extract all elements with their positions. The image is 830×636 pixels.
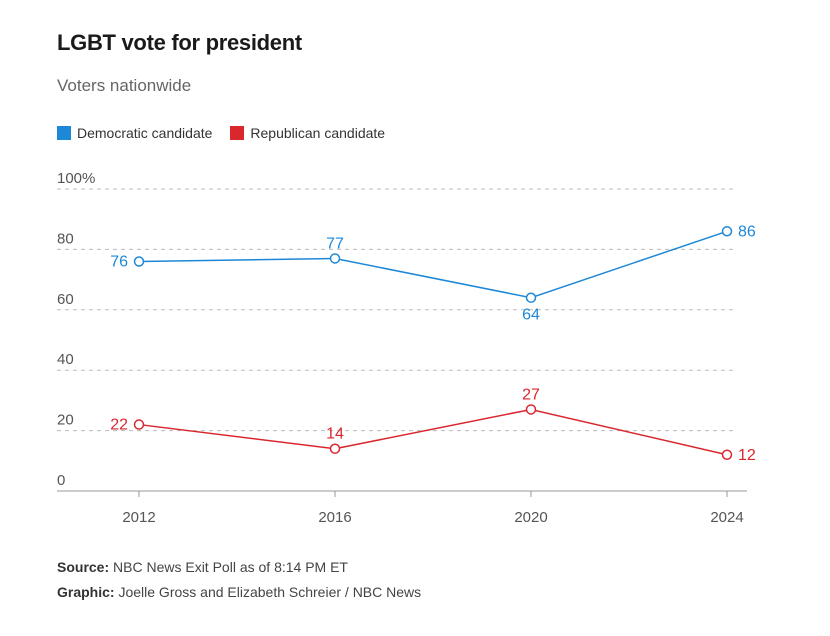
- data-label-republican: 12: [738, 447, 756, 464]
- source-text: NBC News Exit Poll as of 8:14 PM ET: [109, 559, 348, 575]
- x-tick-label: 2024: [710, 509, 743, 526]
- series-line-democratic: [138, 230, 728, 299]
- y-tick-label: 0: [57, 472, 65, 489]
- data-label-republican: 22: [110, 417, 128, 434]
- series-line-republican: [138, 408, 728, 456]
- data-point-democratic: [721, 226, 733, 237]
- legend-label-republican: Republican candidate: [250, 125, 386, 141]
- y-tick-label: 100%: [57, 170, 95, 187]
- x-tick-label: 2012: [122, 509, 155, 526]
- y-tick-label: 40: [57, 351, 74, 368]
- legend: Democratic candidate Republican candidat…: [57, 125, 385, 141]
- data-point-democratic: [133, 256, 145, 267]
- data-label-democratic: 76: [110, 253, 128, 270]
- legend-swatch-republican: [230, 126, 245, 140]
- legend-item-republican: Republican candidate: [230, 125, 385, 141]
- source-line: Source: NBC News Exit Poll as of 8:14 PM…: [57, 555, 421, 580]
- data-point-democratic: [329, 253, 341, 264]
- legend-label-democratic: Democratic candidate: [77, 125, 213, 141]
- footer: Source: NBC News Exit Poll as of 8:14 PM…: [57, 555, 421, 605]
- x-tick-label: 2016: [318, 509, 351, 526]
- data-label-democratic: 77: [326, 235, 344, 252]
- data-point-democratic: [525, 292, 537, 303]
- data-point-republican: [329, 443, 341, 454]
- data-point-republican: [133, 419, 145, 430]
- data-label-democratic: 86: [738, 223, 756, 240]
- x-tick-label: 2020: [514, 509, 547, 526]
- data-point-republican: [525, 404, 537, 415]
- graphic-line: Graphic: Joelle Gross and Elizabeth Schr…: [57, 580, 421, 605]
- source-label: Source:: [57, 559, 110, 575]
- legend-item-democratic: Democratic candidate: [57, 125, 212, 141]
- data-label-republican: 27: [522, 386, 540, 403]
- y-tick-label: 60: [57, 291, 74, 308]
- y-tick-label: 80: [57, 230, 74, 247]
- graphic-text: Joelle Gross and Elizabeth Schreier / NB…: [114, 584, 422, 600]
- chart-title: LGBT vote for president: [57, 30, 302, 55]
- data-point-republican: [721, 449, 733, 461]
- legend-swatch-democratic: [57, 126, 71, 140]
- line-chart: 0 20 40 60 80 100% 2012 2016 2020 2024 76 77 64 86 22 1…: [57, 170, 756, 526]
- y-tick-label: 20: [57, 412, 74, 429]
- graphic-label: Graphic:: [57, 584, 115, 600]
- data-label-republican: 14: [326, 426, 344, 443]
- data-label-democratic: 64: [522, 307, 540, 324]
- chart-subtitle: Voters nationwide: [57, 76, 192, 95]
